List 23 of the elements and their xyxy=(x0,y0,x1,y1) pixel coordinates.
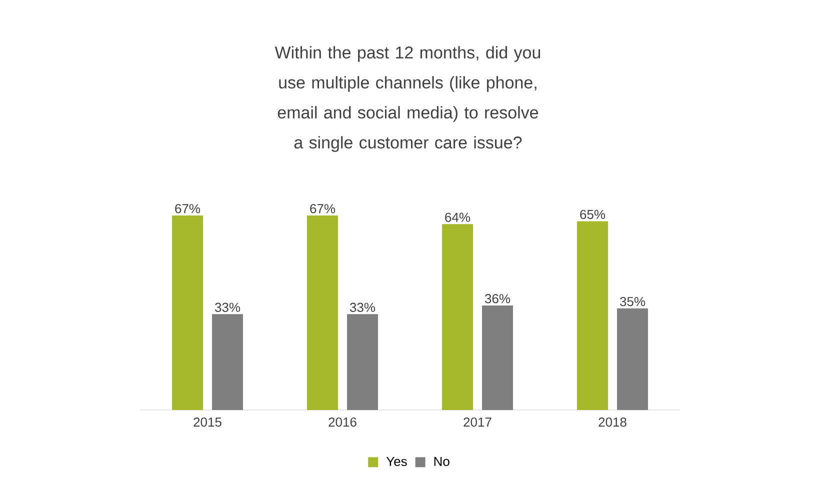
data-label: 67% xyxy=(175,204,200,214)
bar xyxy=(577,221,608,410)
data-label: 64% xyxy=(445,212,470,222)
bar xyxy=(212,314,244,410)
x-tick-label: 2016 xyxy=(328,418,356,427)
chart-title: Within the past 12 months, did you use multiple channels (like phone, email and social media) to resolve a single customer care issue? xyxy=(274,46,540,152)
bar xyxy=(617,308,648,410)
x-tick-label: 2017 xyxy=(464,418,492,427)
data-label: 67% xyxy=(310,204,336,214)
bar xyxy=(307,215,338,410)
bar xyxy=(347,314,378,410)
data-label: 65% xyxy=(580,210,606,220)
x-tick-label: 2018 xyxy=(598,418,626,427)
legend-label: No xyxy=(434,456,450,466)
data-label: 36% xyxy=(485,294,510,304)
bar xyxy=(442,224,474,410)
data-label: 35% xyxy=(620,296,646,306)
data-label: 33% xyxy=(215,302,240,312)
data-label: 33% xyxy=(350,302,376,312)
bar xyxy=(172,215,204,410)
x-tick-label: 2015 xyxy=(194,418,222,427)
legend-label: Yes xyxy=(386,456,407,466)
bar xyxy=(482,305,514,410)
